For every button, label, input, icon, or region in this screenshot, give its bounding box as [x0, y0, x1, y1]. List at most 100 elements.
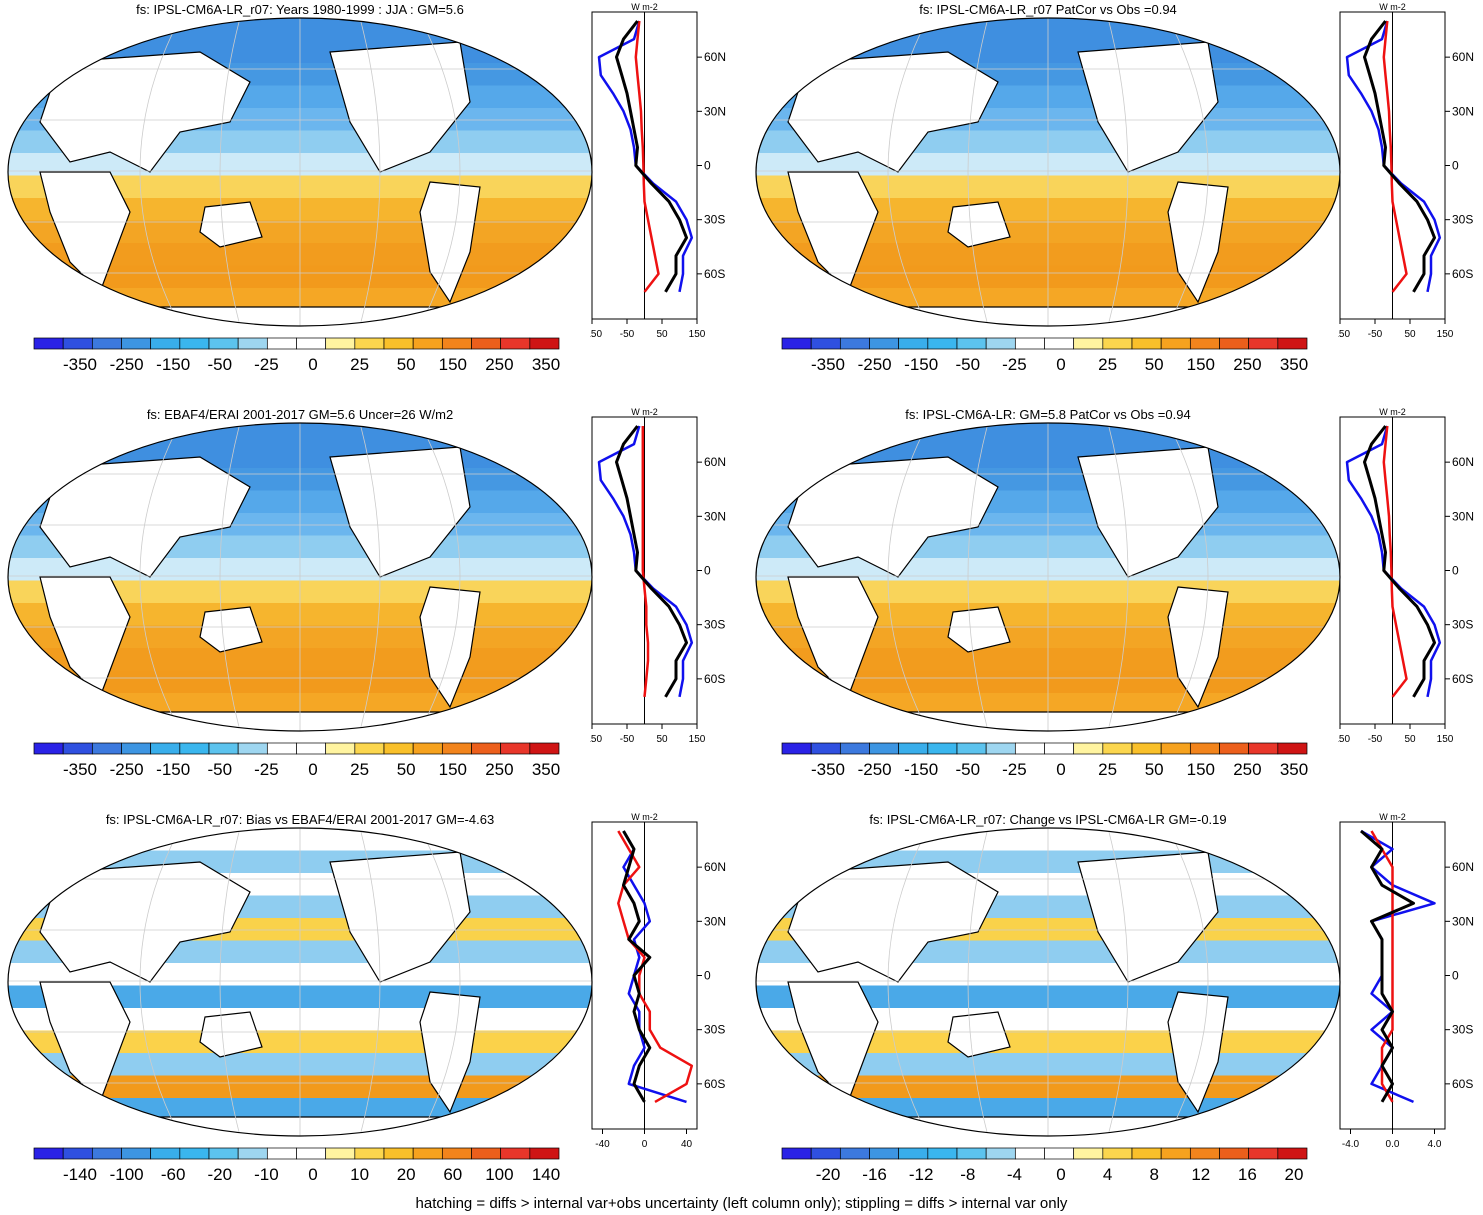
zonal-y-tick-label: 30S	[1452, 213, 1473, 227]
colorbar-tick-label: -350	[810, 760, 846, 779]
colorbar-tick-label: -50	[955, 355, 981, 374]
zonal-x-tick-label: 150	[689, 734, 706, 745]
zonal-series-line-2	[622, 830, 687, 1104]
colorbar-tick-label: 350	[531, 760, 561, 779]
zonal-y-tick-label: 60N	[704, 50, 726, 64]
zonal-units-label: W m-2	[631, 812, 658, 822]
colorbar-tick-label: 0	[1056, 1165, 1066, 1184]
zonal-units-label: W m-2	[1379, 812, 1406, 822]
zonal-series-line-2	[1360, 829, 1436, 1104]
colorbar-tick-label: 20	[396, 1165, 416, 1184]
zonal-x-tick-label: -150	[1338, 734, 1350, 745]
colorbar-tick-label: 16	[1237, 1165, 1257, 1184]
colorbar-tick-label: 250	[1233, 355, 1262, 374]
colorbar-tick-label: -150	[904, 760, 939, 779]
zonal-y-tick-label: 30S	[1452, 618, 1473, 632]
colorbar-tick-label: 0	[308, 1165, 318, 1184]
zonal-y-tick-label: 60S	[1452, 672, 1473, 686]
colorbar-tick-label: -250	[109, 760, 144, 779]
zonal-mean-plot: 60N 30N 0 30S 60S -150 -50 50 150 W m-2	[1338, 2, 1474, 340]
colorbar-tick-label: 0	[1056, 355, 1066, 374]
zonal-x-tick-label: 50	[1404, 734, 1416, 745]
colorbar-tick-label: 0	[1056, 760, 1066, 779]
zonal-y-tick-label: 60S	[1452, 1077, 1473, 1091]
zonal-y-tick-label: 0	[1452, 159, 1459, 173]
colorbar-tick-label: 150	[1186, 760, 1215, 779]
colorbar-tick-label: 250	[485, 760, 514, 779]
colorbar-tick-label: 50	[396, 760, 416, 779]
colorbar	[33, 337, 560, 350]
zonal-y-tick-label: 30S	[704, 213, 725, 227]
zonal-y-tick-label: 0	[704, 969, 711, 983]
colorbar-tick-label: -350	[62, 760, 98, 779]
zonal-x-tick-label: 150	[1437, 329, 1454, 340]
zonal-x-tick-label: -40	[595, 1139, 610, 1150]
colorbar-tick-label: -50	[207, 355, 233, 374]
zonal-series-line-2	[1345, 425, 1442, 698]
zonal-x-tick-label: 4.0	[1428, 1139, 1442, 1150]
footer-note: hatching = diffs > internal var+obs unce…	[415, 1195, 1068, 1212]
colorbar-tick-label: -12	[908, 1165, 934, 1184]
zonal-y-tick-label: 30S	[1452, 1023, 1473, 1037]
colorbar-tick-label: 250	[485, 355, 514, 374]
zonal-y-tick-label: 30N	[704, 104, 726, 118]
colorbar-tick-label: -150	[156, 760, 191, 779]
colorbar-tick-label: -10	[254, 1165, 279, 1184]
zonal-y-tick-label: 30N	[1452, 509, 1474, 523]
colorbar	[781, 742, 1308, 755]
zonal-y-tick-label: 0	[704, 159, 711, 173]
zonal-x-tick-label: -50	[1368, 734, 1383, 745]
panel-5: fs: IPSL-CM6A-LR_r07: Bias vs EBAF4/ERAI…	[0, 810, 735, 1210]
colorbar-tick-label: 100	[485, 1165, 514, 1184]
world-map	[7, 827, 593, 1137]
zonal-series-line-1	[615, 20, 688, 293]
zonal-series-line-1	[622, 830, 652, 1103]
colorbar-tick-label: -25	[254, 355, 279, 374]
colorbar-tick-label: 350	[531, 355, 561, 374]
zonal-units-label: W m-2	[1379, 407, 1406, 417]
zonal-mean-plot: 60N 30N 0 30S 60S -150 -50 50 150 W m-2	[1338, 407, 1474, 745]
zonal-y-tick-label: 60S	[1452, 267, 1473, 281]
zonal-x-tick-label: 50	[656, 329, 668, 340]
colorbar-tick-label: 50	[396, 355, 416, 374]
colorbar-tick-label: 50	[1144, 355, 1164, 374]
colorbar-tick-label: 60	[443, 1165, 463, 1184]
panel-2: fs: IPSL-CM6A-LR_r07 PatCor vs Obs =0.94…	[748, 0, 1483, 400]
zonal-y-tick-label: 60N	[704, 860, 726, 874]
zonal-x-tick-label: 50	[656, 734, 668, 745]
colorbar-tick-label: -50	[207, 760, 233, 779]
panel-title: fs: IPSL-CM6A-LR_r07 PatCor vs Obs =0.94	[919, 2, 1177, 17]
zonal-series-line-3	[1382, 20, 1408, 293]
zonal-mean-plot: 60N 30N 0 30S 60S -150 -50 50 150 W m-2	[590, 407, 726, 745]
colorbar-tick-label: -16	[862, 1165, 887, 1184]
colorbar-tick-label: -8	[960, 1165, 976, 1184]
colorbar-tick-label: -250	[857, 760, 892, 779]
colorbar-tick-label: 150	[438, 355, 467, 374]
colorbar-tick-label: 150	[438, 760, 467, 779]
zonal-series-line-1	[1363, 20, 1436, 293]
zonal-y-tick-label: 60N	[1452, 50, 1474, 64]
colorbar-tick-label: 25	[1098, 355, 1118, 374]
zonal-y-tick-label: 0	[1452, 969, 1459, 983]
world-map	[755, 17, 1341, 327]
zonal-units-label: W m-2	[631, 407, 658, 417]
colorbar-tick-label: -150	[156, 355, 191, 374]
colorbar-tick-label: -250	[109, 355, 144, 374]
zonal-x-tick-label: 50	[1404, 329, 1416, 340]
colorbar-tick-label: 4	[1102, 1165, 1113, 1184]
zonal-series-line-1	[1363, 425, 1436, 698]
zonal-x-tick-label: -150	[590, 734, 602, 745]
zonal-y-tick-label: 30S	[704, 1023, 725, 1037]
zonal-x-tick-label: -50	[620, 734, 635, 745]
zonal-series-line-1	[615, 425, 688, 698]
colorbar-tick-label: -100	[109, 1165, 144, 1184]
colorbar-tick-label: 10	[350, 1165, 370, 1184]
zonal-y-tick-label: 60N	[1452, 860, 1474, 874]
zonal-y-tick-label: 60N	[1452, 455, 1474, 469]
zonal-series-line-3	[617, 830, 694, 1103]
world-map	[755, 422, 1341, 732]
zonal-y-tick-label: 0	[704, 564, 711, 578]
colorbar-tick-label: -20	[207, 1165, 233, 1184]
zonal-x-tick-label: -50	[620, 329, 635, 340]
zonal-x-tick-label: -50	[1368, 329, 1383, 340]
